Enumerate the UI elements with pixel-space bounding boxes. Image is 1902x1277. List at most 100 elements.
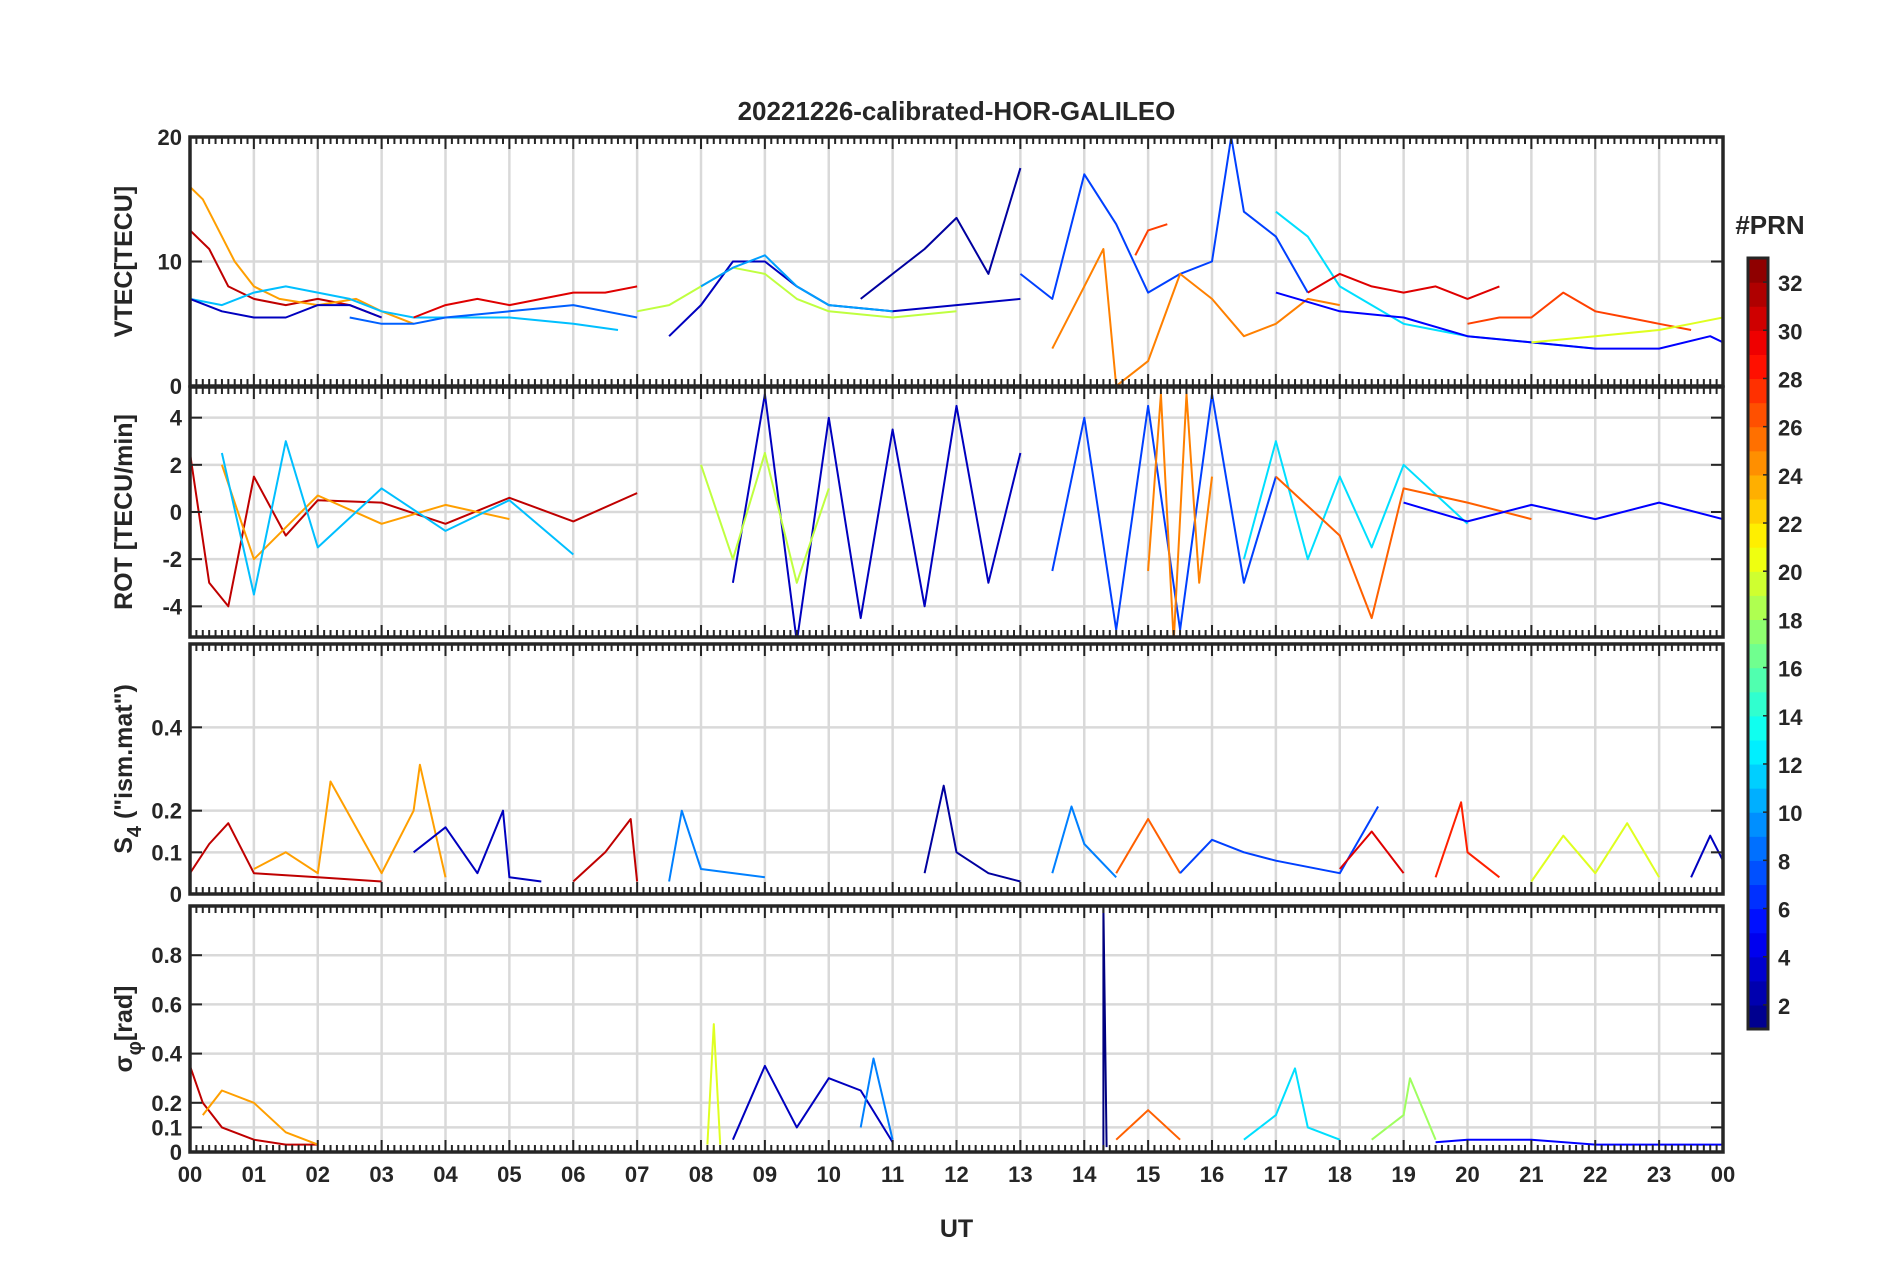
y-tick-label: 0 <box>170 882 182 907</box>
series-vtec-prn-3-7 <box>668 260 1021 337</box>
series-rot-prn-26-8 <box>1275 475 1532 620</box>
colorbar-tick-label: 12 <box>1778 753 1802 778</box>
series-sigma-prn-31-0 <box>190 1065 318 1146</box>
colorbar-segment <box>1748 450 1768 476</box>
panel-sigma: 00.10.2 0.4 0.6 0.8σφ[rad] <box>110 904 1725 1165</box>
colorbar-segment <box>1748 402 1768 428</box>
colorbar-segment <box>1748 547 1768 572</box>
colorbar-tick-label: 8 <box>1778 849 1790 874</box>
series-vtec-prn-27-16 <box>1467 291 1692 331</box>
y-tick-label: 0.4 <box>151 1042 182 1067</box>
y-axis-label-vtec: VTEC[TECU] <box>110 186 138 337</box>
series-rot-prn-25-6 <box>1147 393 1213 637</box>
y-tick-label: 0.2 <box>151 1091 182 1116</box>
colorbar-segment <box>1748 330 1768 355</box>
x-tick-label: 13 <box>1008 1162 1032 1187</box>
series-s4-prn-3-12 <box>1690 834 1723 878</box>
series-s4-prn-7-8 <box>1179 806 1379 875</box>
y-tick-label: 10 <box>158 250 182 275</box>
colorbar-segment <box>1748 378 1768 404</box>
series-sigma-prn-18-8 <box>1371 1077 1437 1141</box>
x-tick-label: 07 <box>625 1162 649 1187</box>
series-rot-prn-12-7 <box>1242 440 1469 561</box>
colorbar-tick-label: 10 <box>1778 801 1802 826</box>
colorbar-segment <box>1748 788 1768 813</box>
axes-frame-sigma <box>188 904 1725 1154</box>
series-s4-prn-30-9 <box>1339 830 1405 874</box>
colorbar-tick-label: 4 <box>1778 946 1791 971</box>
series-vtec-prn-31-0 <box>190 229 382 319</box>
colorbar-segment <box>1748 619 1768 645</box>
colorbar-tick-label: 20 <box>1778 560 1802 585</box>
colorbar-segment <box>1748 860 1768 886</box>
x-tick-label: 15 <box>1136 1162 1160 1187</box>
x-tick-label: 19 <box>1391 1162 1415 1187</box>
series-group-rot <box>190 393 1723 637</box>
colorbar-tick-label: 30 <box>1778 319 1802 344</box>
x-tick-label: 05 <box>497 1162 521 1187</box>
series-rot-prn-11-2 <box>220 440 574 596</box>
colorbar-segment <box>1748 715 1768 741</box>
series-vtec-prn-30-5 <box>413 285 638 319</box>
colorbar-tick-label: 2 <box>1778 994 1790 1019</box>
y-axis-label-s4: S4 ("ism.mat") <box>110 684 146 854</box>
colorbar-tick-label: 26 <box>1778 416 1802 441</box>
panel-s4: 0 0.1 0.2 0.4S4 ("ism.mat") <box>110 642 1725 907</box>
series-sigma-prn-1-5 <box>1102 906 1108 1152</box>
series-s4-prn-28-10 <box>1434 801 1501 879</box>
series-vtec-prn-20-17 <box>1531 316 1723 344</box>
x-tick-label: 22 <box>1583 1162 1607 1187</box>
series-group-s4 <box>190 763 1723 883</box>
x-tick-label: 04 <box>433 1162 458 1187</box>
series-s4-prn-26-7 <box>1115 818 1181 874</box>
y-tick-label: -4 <box>162 594 182 619</box>
colorbar-segment <box>1748 932 1768 958</box>
series-vtec-prn-8-4 <box>349 304 638 325</box>
x-tick-label: 17 <box>1264 1162 1288 1187</box>
y-tick-label: -2 <box>162 547 182 572</box>
colorbar-segment <box>1748 498 1768 524</box>
colorbar-segment <box>1748 523 1768 548</box>
series-rot-prn-19-4 <box>700 452 830 584</box>
x-tick-label: 20 <box>1455 1162 1479 1187</box>
x-tick-label: 03 <box>369 1162 393 1187</box>
colorbar-tick-label: 16 <box>1778 657 1802 682</box>
series-s4-prn-24-1 <box>253 763 447 878</box>
x-tick-label: 01 <box>242 1162 266 1187</box>
y-tick-label: 0.1 <box>151 840 182 865</box>
series-vtec-prn-30-14 <box>1307 272 1500 300</box>
y-tick-label: 2 <box>170 453 182 478</box>
colorbar-segment <box>1748 812 1768 837</box>
series-rot-prn-24-1 <box>220 464 510 561</box>
x-tick-label: 02 <box>306 1162 330 1187</box>
colorbar-segment <box>1748 306 1768 331</box>
series-sigma-prn-12-7 <box>1243 1067 1341 1141</box>
panel-rot: -4 -2 0 2 4 ROT [TECU/min] <box>110 385 1725 639</box>
colorbar-tick-label: 32 <box>1778 271 1802 296</box>
colorbar-segment <box>1748 667 1768 693</box>
series-vtec-prn-24-1 <box>190 186 414 325</box>
series-rot-prn-5-9 <box>1403 501 1723 523</box>
x-tick-label: 08 <box>689 1162 713 1187</box>
panel-vtec: 0 10 20 VTEC[TECU] <box>110 125 1725 399</box>
colorbar-title: #PRN <box>1735 210 1804 240</box>
series-s4-prn-31-3 <box>572 818 639 883</box>
series-s4-prn-20-11 <box>1530 822 1660 883</box>
series-vtec-prn-27-12 <box>1134 223 1168 256</box>
series-s4-prn-31-0 <box>190 822 382 883</box>
colorbar-segment <box>1748 258 1768 283</box>
colorbar-tick-label: 22 <box>1778 512 1802 537</box>
x-tick-label: 14 <box>1072 1162 1097 1187</box>
y-tick-label: 0 <box>170 500 182 525</box>
series-s4-prn-3-2 <box>412 809 542 883</box>
colorbar-segment <box>1748 571 1768 596</box>
y-tick-label: 0 <box>170 374 182 399</box>
series-rot-prn-3-3 <box>731 393 1022 637</box>
series-vtec-prn-2-9 <box>860 167 1022 300</box>
colorbar-segment <box>1748 836 1768 861</box>
x-tick-label: 00 <box>178 1162 202 1187</box>
